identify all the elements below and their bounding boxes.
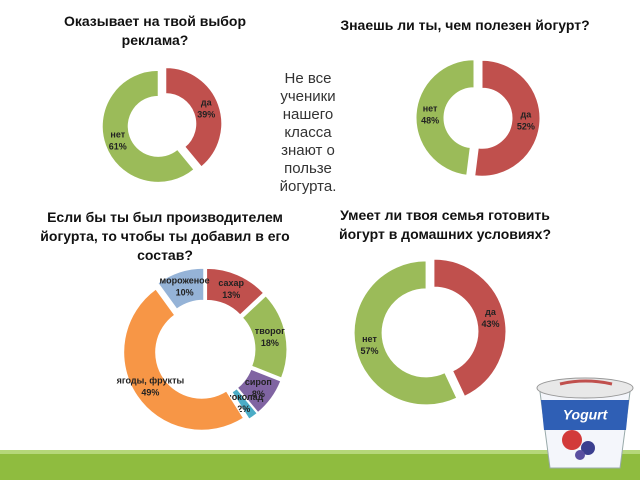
slice-value: 57% [360,346,378,356]
slice [433,258,507,397]
slice [474,59,541,177]
slice-value: 49% [141,387,159,397]
slice-value: 8% [252,389,265,399]
slice [236,368,282,414]
slice-label: да [521,109,533,119]
slice-value: 52% [517,121,535,131]
slice-value: 18% [261,338,279,348]
slice-label: ягоды, фрукты [117,375,185,385]
slice-value: 2% [237,404,250,414]
slice [353,260,458,406]
chart-title: Если бы ты был производителем йогурта, т… [40,209,290,263]
chart-title: Оказывает на твой выбор реклама? [63,13,247,48]
slice-value: 48% [421,115,439,125]
chart-title: Умеет ли твоя семья готовить йогурт в до… [338,207,552,242]
slice-value: 13% [222,290,240,300]
slice [157,267,205,310]
footer-strip [0,450,640,480]
slice-label: нет [110,129,125,139]
slice-label: да [485,307,497,317]
slice [123,288,245,431]
slice-label: творог [255,326,285,336]
slice-label: нет [362,334,377,344]
slice-label: мороженое [160,276,210,286]
footer-line [0,450,640,454]
slice-label: сахар [218,278,244,288]
chart-title: Знаешь ли ты, чем полезен йогурт? [340,17,590,33]
slice-value: 10% [176,288,194,298]
slice-label: сироп [245,377,272,387]
slice [231,387,258,420]
slice-label: нет [423,103,438,113]
slice [165,67,223,168]
slice [415,59,475,176]
slice [241,295,288,379]
slice-label: шоколад [224,392,263,402]
cup-label: Yogurt [563,407,609,423]
slice-value: 61% [109,141,127,151]
slice-value: 39% [197,109,215,119]
slice [101,69,195,183]
yogurt-cup: Yogurt [536,377,634,469]
slice-label: да [201,97,213,107]
slice [206,267,265,316]
slice-value: 43% [481,319,499,329]
note: Не все ученики нашего класса знают о пол… [279,70,337,195]
